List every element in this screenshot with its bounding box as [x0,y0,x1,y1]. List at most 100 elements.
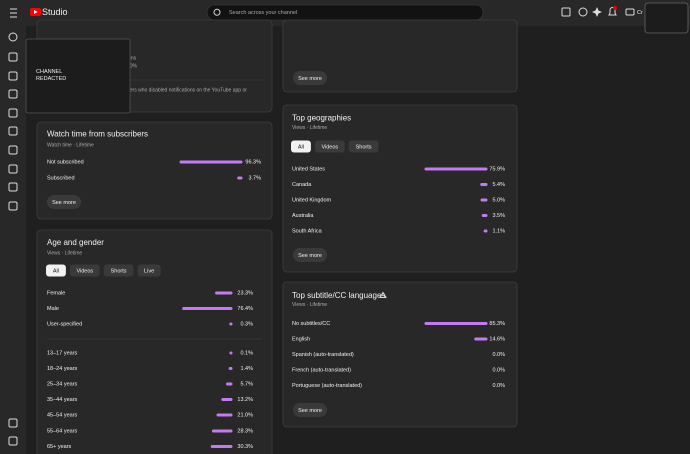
card-title: Top geographies [292,114,351,123]
row-label: 55–64 years [47,428,78,434]
row-label: Male [47,306,59,312]
nav-icon[interactable] [8,32,18,42]
row-value: 0.0% [492,383,505,389]
row-label: Portuguese (auto-translated) [292,383,362,389]
row-value: 0.0% [492,367,505,373]
card-subtitle: Views · Lifetime [292,302,327,308]
row-label: 35–44 years [47,397,78,403]
menu-icon[interactable] [10,8,17,18]
chip-label: All [53,268,59,274]
row-value: 13.2% [237,397,253,403]
card [36,121,273,220]
row-label: French (auto-translated) [292,367,351,373]
search-icon [213,8,221,16]
row-label: Australia [292,213,314,219]
row-value: 28.3% [237,428,253,434]
search-placeholder: Search across your channel [229,10,297,16]
row-value: 76.4% [237,306,253,312]
card [282,281,518,428]
topbar-icons[interactable] [561,6,635,17]
card-subtitle: Views · Lifetime [292,125,327,131]
filter-chip[interactable] [291,140,311,153]
row-label: No subtitles/CC [292,321,330,327]
row-value: 5.7% [240,381,253,387]
nav-icon[interactable] [8,418,18,428]
nav-icon[interactable] [8,89,18,99]
filter-chip[interactable] [348,140,379,153]
logo-text: Studio [42,7,68,17]
row-value: 85.3% [489,321,505,327]
row-label: Not subscribed [47,159,84,165]
row-label: 25–34 years [47,381,78,387]
row-label: 13–17 years [47,350,78,356]
see-more-label: See more [52,200,76,206]
create-button[interactable]: Cr [637,10,643,16]
warning-icon [379,291,387,298]
nav-icon[interactable] [8,126,18,136]
row-value: 3.5% [492,213,505,219]
chip-label: All [298,144,304,150]
nav-icon[interactable] [8,108,18,118]
card-title: Watch time from subscribers [47,130,148,139]
chip-label: Videos [76,268,93,274]
partial-text: bers who disabled notifications on the Y… [127,87,247,93]
filter-chip[interactable] [314,140,345,153]
card-title: Age and gender [47,238,104,247]
row-value: 5.4% [492,182,505,188]
nav-icon[interactable] [8,182,18,192]
sidebar-icons[interactable] [8,32,18,446]
row-value: 14.6% [489,336,505,342]
row-label: United States [292,166,325,172]
sidebar [0,26,26,454]
card-subtitle: Views · Lifetime [47,250,82,256]
see-more-label: See more [298,76,322,82]
row-value: 5.0% [492,197,505,203]
card [36,229,273,454]
row-label: Subscribed [47,175,75,181]
chip-label: Shorts [356,144,372,150]
filter-chip[interactable] [46,264,66,277]
nav-icon[interactable] [8,436,18,446]
row-label: 65+ years [47,444,72,450]
row-value: 0.1% [240,350,253,356]
nav-icon[interactable] [8,52,18,62]
card-subtitle: Watch time · Lifetime [47,142,94,148]
see-more-button[interactable] [293,71,327,85]
see-more-label: See more [298,253,322,259]
see-more-button[interactable] [293,248,327,262]
nav-icon[interactable] [8,145,18,155]
redacted-box [25,38,131,114]
row-label: Spanish (auto-translated) [292,352,354,358]
see-more-label: See more [298,408,322,414]
row-value: 23.3% [237,290,253,296]
nav-icon[interactable] [8,71,18,81]
row-value: 75.9% [489,166,505,172]
row-label: English [292,336,310,342]
row-value: 1.1% [492,228,505,234]
row-label: Female [47,290,65,296]
nav-icon[interactable] [8,164,18,174]
see-more-button[interactable] [47,195,81,209]
partial-text: 20% [127,63,138,69]
redacted-text: REDACTED [36,76,66,82]
row-value: 0.3% [240,321,253,327]
nav-icon[interactable] [8,201,18,211]
card-title: Top subtitle/CC languages [292,291,385,300]
filter-chip[interactable] [137,264,161,277]
row-label: 45–54 years [47,412,78,418]
filter-chip[interactable] [69,264,100,277]
redacted-box [644,2,689,34]
chip-label: Shorts [111,268,127,274]
logo-play [34,10,38,14]
row-label: 18–24 years [47,366,78,372]
filter-chip[interactable] [103,264,134,277]
row-value: 96.3% [245,159,261,165]
chip-label: Videos [321,144,338,150]
partial-text: ions [127,55,137,61]
row-value: 0.0% [492,352,505,358]
redacted-text: CHANNEL [36,69,62,75]
row-value: 21.0% [237,412,253,418]
see-more-button[interactable] [293,403,327,417]
row-label: United Kingdom [292,197,332,203]
